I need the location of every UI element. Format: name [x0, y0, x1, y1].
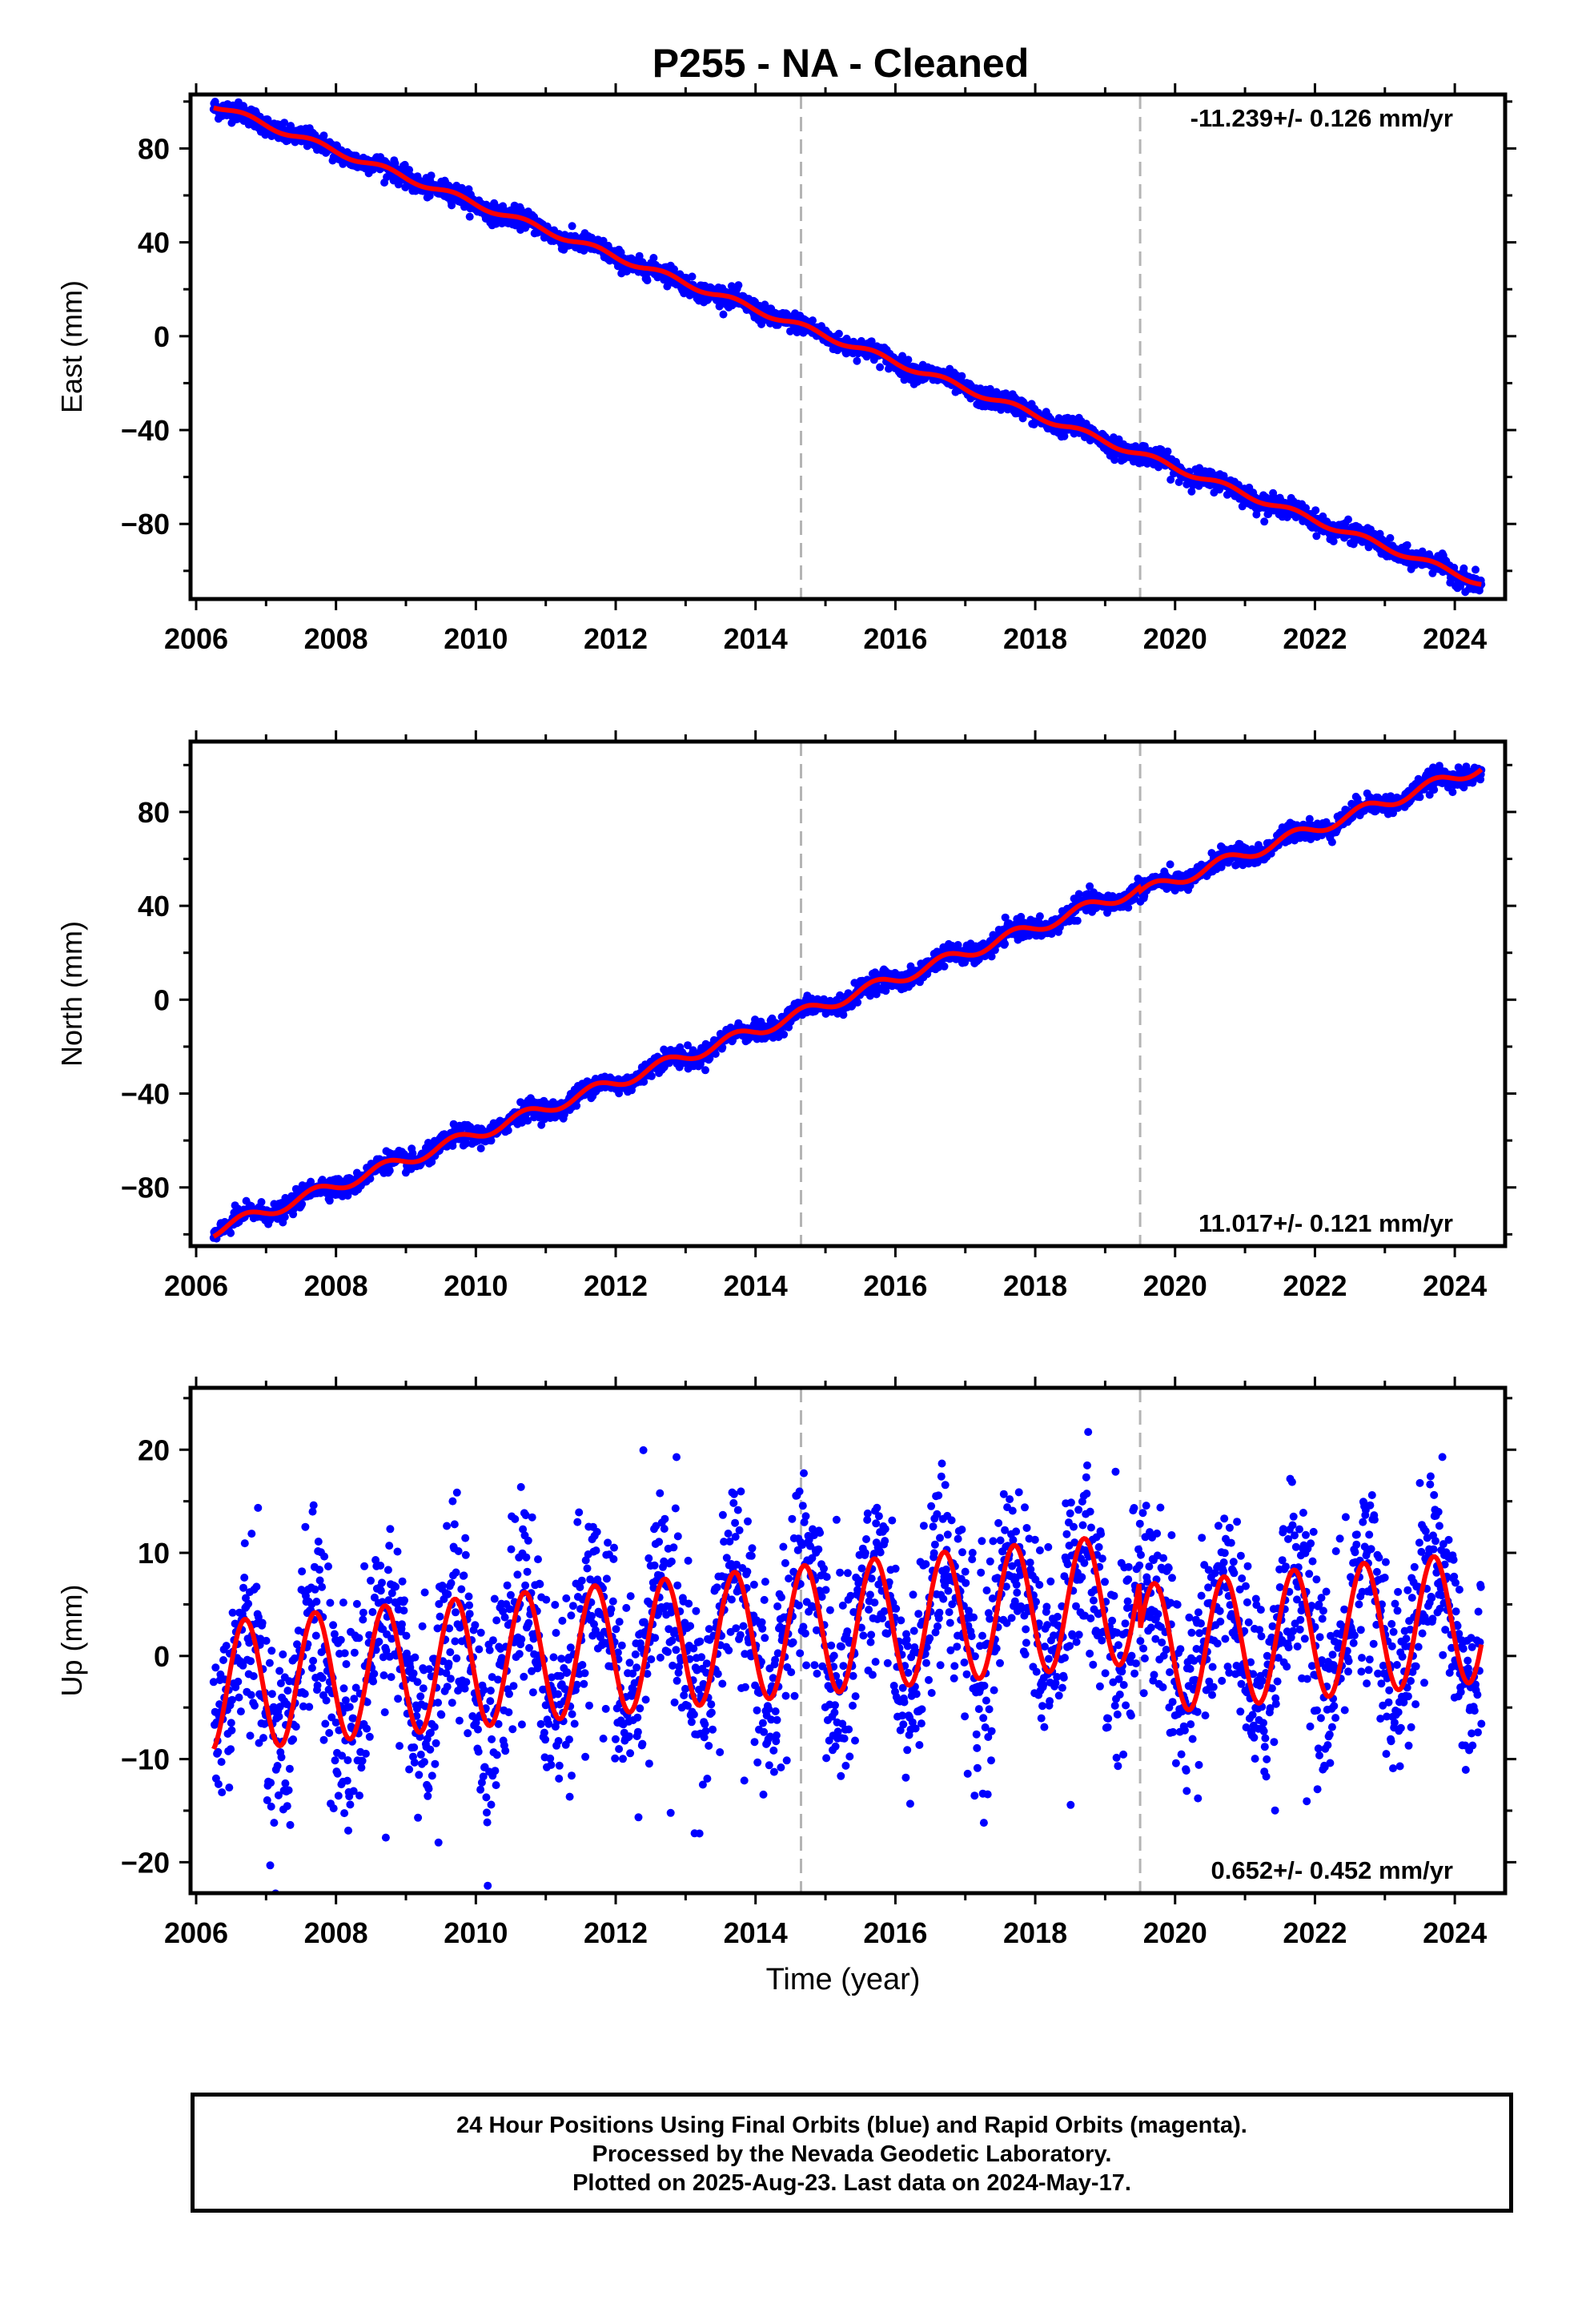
- data-point: [325, 1196, 334, 1205]
- data-point: [1001, 913, 1010, 922]
- panel-north: 2006 2008 2010 2012 2014 2016 2018 2020 2022 2024…: [55, 730, 1516, 1302]
- panel-east: 2006 2008 2010 2012 2014 2016 2018 2020 2022 2024…: [55, 83, 1516, 655]
- data-point: [504, 1126, 512, 1135]
- data-point: [780, 1030, 789, 1039]
- data-point: [476, 1144, 485, 1152]
- y-tick-label: 40: [138, 227, 170, 259]
- data-point: [1311, 506, 1320, 515]
- data-point: [1329, 537, 1338, 545]
- x-tick-label: 2008: [304, 622, 368, 655]
- data-point: [1017, 912, 1026, 921]
- data-point: [1327, 838, 1336, 846]
- x-tick-label: 2006: [164, 622, 228, 655]
- data-point: [701, 1066, 709, 1075]
- data-point: [867, 337, 876, 346]
- data-point: [987, 952, 996, 961]
- data-point: [954, 941, 962, 949]
- data-point: [940, 962, 949, 971]
- rate-label: -11.239+/- 0.126 mm/yr: [1191, 104, 1453, 132]
- data-point: [809, 316, 817, 325]
- y-tick-label: 80: [138, 132, 170, 165]
- data-point: [647, 1072, 656, 1080]
- data-point: [1472, 565, 1480, 574]
- y-tick-label: −80: [121, 508, 170, 541]
- data-point: [670, 265, 678, 274]
- data-point: [718, 1043, 727, 1051]
- data-point: [865, 991, 874, 1000]
- data-point: [1086, 882, 1094, 891]
- x-tick-label: 2016: [863, 622, 927, 655]
- panels: 2006 2008 2010 2012 2014 2016 2018 2020 2022 2024…: [55, 83, 1516, 1949]
- plot-frame: [188, 92, 1508, 601]
- data-point: [1174, 478, 1183, 486]
- data-point: [1166, 860, 1174, 869]
- x-tick-label: 2010: [444, 622, 508, 655]
- data-point: [1157, 445, 1166, 454]
- x-tick-label: 2014: [724, 622, 788, 655]
- data-point: [958, 372, 966, 380]
- y-axis-label: East (mm): [55, 280, 88, 413]
- data-point: [853, 356, 861, 365]
- data-point: [427, 171, 436, 180]
- data-point: [568, 222, 576, 231]
- y-tick-label: 0: [154, 320, 170, 353]
- x-tick-label: 2012: [584, 622, 648, 655]
- data-point: [1403, 541, 1411, 549]
- data-point: [465, 212, 474, 221]
- data-point: [1260, 517, 1269, 526]
- data-point: [227, 1228, 235, 1237]
- data-point: [487, 1136, 496, 1145]
- y-tick-label: −40: [121, 414, 170, 447]
- data-point: [1073, 916, 1082, 925]
- data-point: [1163, 447, 1172, 456]
- data-point: [1074, 890, 1083, 899]
- data-point: [1166, 476, 1175, 484]
- data-point: [343, 1192, 352, 1200]
- data-point: [649, 254, 658, 262]
- data-point: [834, 329, 843, 338]
- data-point: [524, 1116, 532, 1125]
- data-point: [1060, 432, 1069, 440]
- data-point: [643, 276, 652, 285]
- data-point: [1312, 532, 1321, 541]
- data-point: [904, 356, 913, 364]
- model-line: [212, 105, 1482, 587]
- data-point: [280, 119, 289, 127]
- data-point: [1344, 515, 1352, 524]
- data-point: [1124, 903, 1133, 912]
- data-point: [711, 1050, 720, 1058]
- data-point: [287, 122, 295, 131]
- data-point: [1187, 487, 1196, 496]
- data-point: [257, 1198, 266, 1206]
- data-point: [1305, 814, 1314, 823]
- data-point: [1001, 939, 1010, 948]
- chart-title: P255 - NA - Cleaned: [652, 41, 1030, 86]
- data-point: [839, 1011, 848, 1019]
- x-tick-label: 2020: [1143, 622, 1207, 655]
- data-point: [319, 131, 328, 140]
- data-point: [1386, 533, 1395, 542]
- data-point: [640, 1077, 648, 1086]
- x-tick-label: 2024: [1423, 622, 1487, 655]
- data-point: [734, 281, 743, 290]
- data-point: [1223, 490, 1231, 499]
- data-point: [876, 363, 885, 372]
- x-tick-label: 2022: [1283, 622, 1347, 655]
- data-point: [1035, 912, 1044, 921]
- data-point: [684, 1041, 692, 1050]
- data-point: [516, 1098, 525, 1107]
- data-point: [448, 201, 456, 210]
- data-point: [990, 946, 999, 955]
- data-point: [1018, 414, 1027, 423]
- data-point: [853, 998, 862, 1007]
- data-point: [688, 272, 697, 281]
- data-point: [385, 1166, 394, 1175]
- x-tick-label: 2018: [1003, 622, 1067, 655]
- data-point: [280, 1212, 289, 1221]
- data-point: [572, 1101, 581, 1110]
- data-point: [462, 1139, 471, 1148]
- data-point: [719, 310, 728, 319]
- data-point: [298, 1200, 307, 1208]
